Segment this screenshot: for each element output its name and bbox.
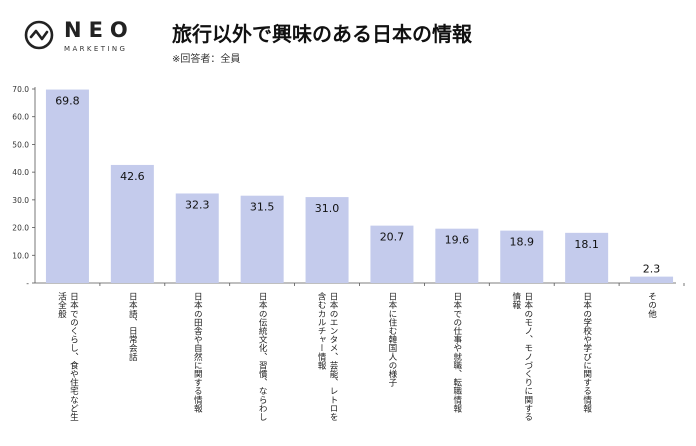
bar bbox=[305, 197, 349, 283]
x-category-label: 日本の伝統文化、習慣、ならわし bbox=[257, 292, 267, 421]
x-category-label: 含むカルチャー情報 bbox=[316, 291, 326, 371]
chart-subtitle: ※回答者：全員 bbox=[172, 54, 241, 65]
bar bbox=[630, 276, 674, 283]
x-category-label: その他 bbox=[647, 292, 657, 319]
y-tick-label: 60.0 bbox=[12, 113, 29, 122]
bar bbox=[370, 225, 414, 283]
brand-name: NEO bbox=[64, 18, 135, 42]
x-category-label: 日本の学校や学びに関する情報 bbox=[582, 292, 592, 414]
x-category-label: 活全般 bbox=[56, 291, 66, 319]
y-tick-label: 50.0 bbox=[12, 140, 29, 149]
bar bbox=[565, 232, 609, 283]
x-category-label: 日本に住む韓国人の様子 bbox=[387, 292, 397, 387]
bar-value-label: 19.6 bbox=[445, 234, 470, 247]
bar-value-label: 18.9 bbox=[510, 236, 535, 249]
bar bbox=[435, 228, 479, 283]
x-category-label: 日本のエンタメ、芸能、レトロを bbox=[328, 292, 338, 421]
y-tick-label: - bbox=[26, 279, 29, 288]
bar-value-label: 18.1 bbox=[574, 238, 599, 251]
bar bbox=[45, 89, 89, 283]
bar bbox=[500, 230, 544, 283]
bar-value-label: 2.3 bbox=[643, 263, 661, 276]
y-tick-label: 70.0 bbox=[12, 85, 29, 94]
bar-value-label: 31.5 bbox=[250, 201, 275, 214]
x-category-label: 日本語、日常会話 bbox=[127, 292, 137, 362]
y-tick-label: 20.0 bbox=[12, 224, 29, 233]
bar-value-label: 31.0 bbox=[315, 202, 340, 215]
bar bbox=[175, 193, 219, 283]
bar-value-label: 69.8 bbox=[55, 95, 80, 108]
y-tick-label: 10.0 bbox=[12, 251, 29, 260]
bar-value-label: 20.7 bbox=[380, 231, 405, 244]
y-tick-label: 30.0 bbox=[12, 196, 29, 205]
x-category-label: 日本でのくらし、食や住宅など生 bbox=[68, 292, 78, 421]
x-category-label: 日本のモノ、モノづくりに関する bbox=[523, 292, 533, 421]
bar-value-label: 32.3 bbox=[185, 198, 210, 211]
chart-title: 旅行以外で興味のある日本の情報 bbox=[172, 22, 472, 46]
x-category-label: 日本での仕事や就職、転職情報 bbox=[452, 292, 462, 414]
brand-logo: NEO MARKETING bbox=[24, 18, 144, 58]
bar-value-label: 42.6 bbox=[120, 170, 145, 183]
brand-tagline: MARKETING bbox=[64, 45, 128, 53]
x-category-label: 情報 bbox=[511, 291, 521, 311]
x-category-label: 日本の田舎や自然に関する情報 bbox=[192, 292, 202, 414]
y-tick-label: 40.0 bbox=[12, 168, 29, 177]
bar bbox=[240, 195, 284, 283]
bar bbox=[110, 164, 154, 283]
logo-mark-icon bbox=[24, 20, 54, 50]
